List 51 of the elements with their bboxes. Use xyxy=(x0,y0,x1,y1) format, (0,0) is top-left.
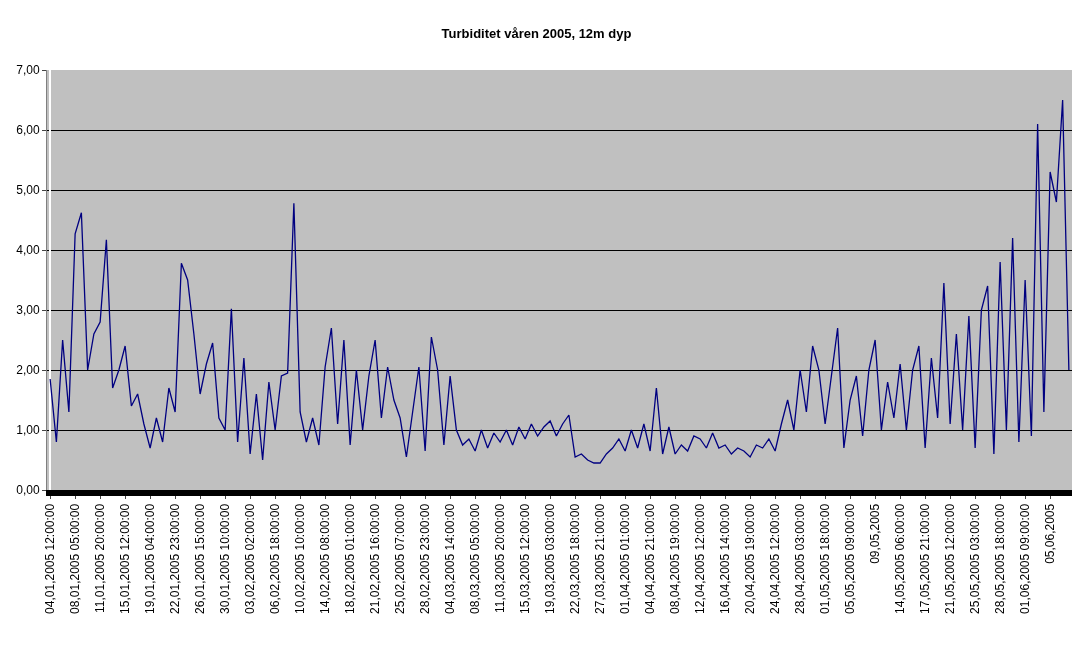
x-tick-label: 10,02,2005 10:00:00 xyxy=(293,503,308,614)
chart-title: Turbiditet våren 2005, 12m dyp xyxy=(441,26,632,42)
x-tick-label: 19,01,2005 04:00:00 xyxy=(143,503,158,614)
x-tick-label: 01,06,2005 09:00:00 xyxy=(1018,503,1033,614)
x-tick-label: 19,03,2005 03:00:00 xyxy=(543,503,558,614)
line-series xyxy=(49,99,1070,464)
x-tick-label: 26,01,2005 15:00:00 xyxy=(193,503,208,614)
x-tick-label: 15,01,2005 12:00:00 xyxy=(118,503,133,614)
x-tick-label: 21,02,2005 16:00:00 xyxy=(368,503,383,614)
x-tick-label: 09,05,2005 xyxy=(868,503,883,564)
x-tick-label: 30,01,2005 10:00:00 xyxy=(218,503,233,614)
x-tick-label: 28,02,2005 23:00:00 xyxy=(418,503,433,614)
x-tick-label: 03,02,2005 02:00:00 xyxy=(243,503,258,614)
y-tick-label: 1,00 xyxy=(16,423,40,438)
x-tick-label: 24,04,2005 12:00:00 xyxy=(768,503,783,614)
x-tick-label: 21,05,2005 12:00:00 xyxy=(943,503,958,614)
x-tick-label: 14,02,2005 08:00:00 xyxy=(318,503,333,614)
x-tick-label: 04,03,2005 14:00:00 xyxy=(443,503,458,614)
x-tick-label: 28,04,2005 03:00:00 xyxy=(793,503,808,614)
y-tick-label: 4,00 xyxy=(16,243,40,258)
x-tick-label: 22,01,2005 23:00:00 xyxy=(168,503,183,614)
x-tick-label: 04,04,2005 21:00:00 xyxy=(643,503,658,614)
x-tick-label: 01,04,2005 01:00:00 xyxy=(618,503,633,614)
x-tick-label: 08,04,2005 19:00:00 xyxy=(668,503,683,614)
x-tick-label: 12,04,2005 12:00:00 xyxy=(693,503,708,614)
x-tick-label: 27,03,2005 21:00:00 xyxy=(593,503,608,614)
y-tick-label: 3,00 xyxy=(16,303,40,318)
x-tick-label: 08,03,2005 05:00:00 xyxy=(468,503,483,614)
x-tick-label: 25,02,2005 07:00:00 xyxy=(393,503,408,614)
x-tick-label: 20,04,2005 19:00:00 xyxy=(743,503,758,614)
x-tick-label: 11,03,2005 20:00:00 xyxy=(493,503,508,614)
x-tick-label: 14,05,2005 06:00:00 xyxy=(893,503,908,614)
y-tick-label: 7,00 xyxy=(16,63,40,78)
y-tick-label: 0,00 xyxy=(16,483,40,498)
x-tick-label: 15,03,2005 12:00:00 xyxy=(518,503,533,614)
y-tick-label: 5,00 xyxy=(16,183,40,198)
x-tick-label: 28,05,2005 18:00:00 xyxy=(993,503,1008,614)
x-tick-label: 11,01,2005 20:00:00 xyxy=(93,503,108,614)
y-tick-label: 2,00 xyxy=(16,363,40,378)
x-tick-label: 16,04,2005 14:00:00 xyxy=(718,503,733,614)
x-tick-label: 05,06,2005 xyxy=(1043,503,1058,564)
x-tick-label: 08,01,2005 05:00:00 xyxy=(68,503,83,614)
x-tick-label: 22,03,2005 18:00:00 xyxy=(568,503,583,614)
x-tick-label: 25,05,2005 03:00:00 xyxy=(968,503,983,614)
x-tick-label: 18,02,2005 01:00:00 xyxy=(343,503,358,614)
x-tick-label: 05,05,2005 09:00:00 xyxy=(843,503,858,614)
x-tick-label: 06,02,2005 18:00:00 xyxy=(268,503,283,614)
x-tick-label: 01,05,2005 18:00:00 xyxy=(818,503,833,614)
x-tick-label: 04,01,2005 12:00:00 xyxy=(43,503,58,614)
y-tick-label: 6,00 xyxy=(16,123,40,138)
x-tick-label: 17,05,2005 21:00:00 xyxy=(918,503,933,614)
